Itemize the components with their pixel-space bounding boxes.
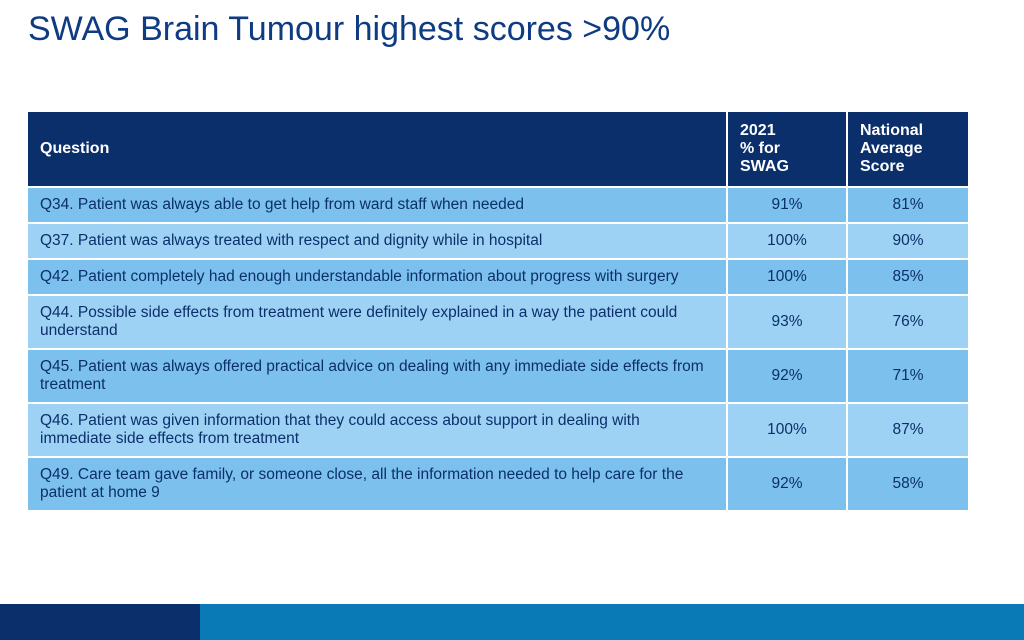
table-row: Q49. Care team gave family, or someone c… [28, 456, 968, 510]
cell-question: Q45. Patient was always offered practica… [28, 348, 728, 402]
table-header-row: Question 2021 % for SWAG National Averag… [28, 112, 968, 186]
slide: SWAG Brain Tumour highest scores >90% Qu… [0, 0, 1024, 640]
cell-question: Q42. Patient completely had enough under… [28, 258, 728, 294]
cell-national: 90% [848, 222, 968, 258]
table-row: Q42. Patient completely had enough under… [28, 258, 968, 294]
page-title: SWAG Brain Tumour highest scores >90% [28, 10, 670, 49]
cell-question: Q49. Care team gave family, or someone c… [28, 456, 728, 510]
cell-swag: 100% [728, 402, 848, 456]
table-row: Q34. Patient was always able to get help… [28, 186, 968, 222]
cell-swag: 93% [728, 294, 848, 348]
cell-national: 76% [848, 294, 968, 348]
table-body: Q34. Patient was always able to get help… [28, 186, 968, 510]
col-header-swag: 2021 % for SWAG [728, 112, 848, 186]
cell-swag: 92% [728, 456, 848, 510]
cell-national: 87% [848, 402, 968, 456]
scores-table-container: Question 2021 % for SWAG National Averag… [28, 112, 968, 510]
cell-question: Q34. Patient was always able to get help… [28, 186, 728, 222]
col-header-national: National Average Score [848, 112, 968, 186]
cell-swag: 91% [728, 186, 848, 222]
cell-swag: 100% [728, 222, 848, 258]
cell-national: 71% [848, 348, 968, 402]
cell-national: 85% [848, 258, 968, 294]
cell-swag: 100% [728, 258, 848, 294]
cell-question: Q46. Patient was given information that … [28, 402, 728, 456]
cell-national: 81% [848, 186, 968, 222]
table-row: Q46. Patient was given information that … [28, 402, 968, 456]
cell-national: 58% [848, 456, 968, 510]
footer-bar [0, 604, 1024, 640]
table-row: Q44. Possible side effects from treatmen… [28, 294, 968, 348]
table-row: Q45. Patient was always offered practica… [28, 348, 968, 402]
cell-question: Q37. Patient was always treated with res… [28, 222, 728, 258]
footer-left-block [0, 604, 200, 640]
cell-swag: 92% [728, 348, 848, 402]
col-header-question: Question [28, 112, 728, 186]
table-row: Q37. Patient was always treated with res… [28, 222, 968, 258]
cell-question: Q44. Possible side effects from treatmen… [28, 294, 728, 348]
footer-right-block [200, 604, 1024, 640]
scores-table: Question 2021 % for SWAG National Averag… [28, 112, 968, 510]
